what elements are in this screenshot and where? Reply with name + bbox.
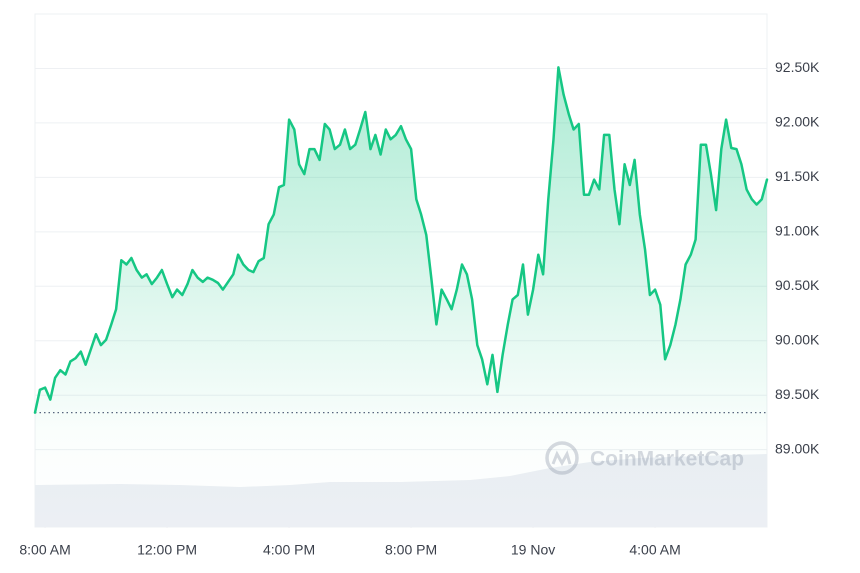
- y-tick-label: 89.50K: [775, 386, 820, 402]
- y-tick-label: 90.00K: [775, 331, 820, 347]
- x-tick-label: 8:00 PM: [385, 542, 437, 558]
- x-tick-label: 4:00 AM: [629, 542, 680, 558]
- x-tick-label: 4:00 PM: [263, 542, 315, 558]
- y-tick-label: 91.50K: [775, 168, 820, 184]
- watermark-text: CoinMarketCap: [590, 448, 744, 471]
- y-tick-label: 92.50K: [775, 59, 820, 75]
- y-tick-label: 92.00K: [775, 114, 820, 130]
- y-tick-label: 89.00K: [775, 440, 820, 456]
- x-tick-label: 8:00 AM: [19, 542, 70, 558]
- y-tick-label: 91.00K: [775, 223, 820, 239]
- x-tick-label: 12:00 PM: [137, 542, 197, 558]
- price-line: [33, 66, 769, 414]
- watermark: CoinMarketCap: [545, 441, 744, 475]
- y-tick-label: 90.50K: [775, 277, 820, 293]
- x-tick-label: 19 Nov: [511, 542, 555, 558]
